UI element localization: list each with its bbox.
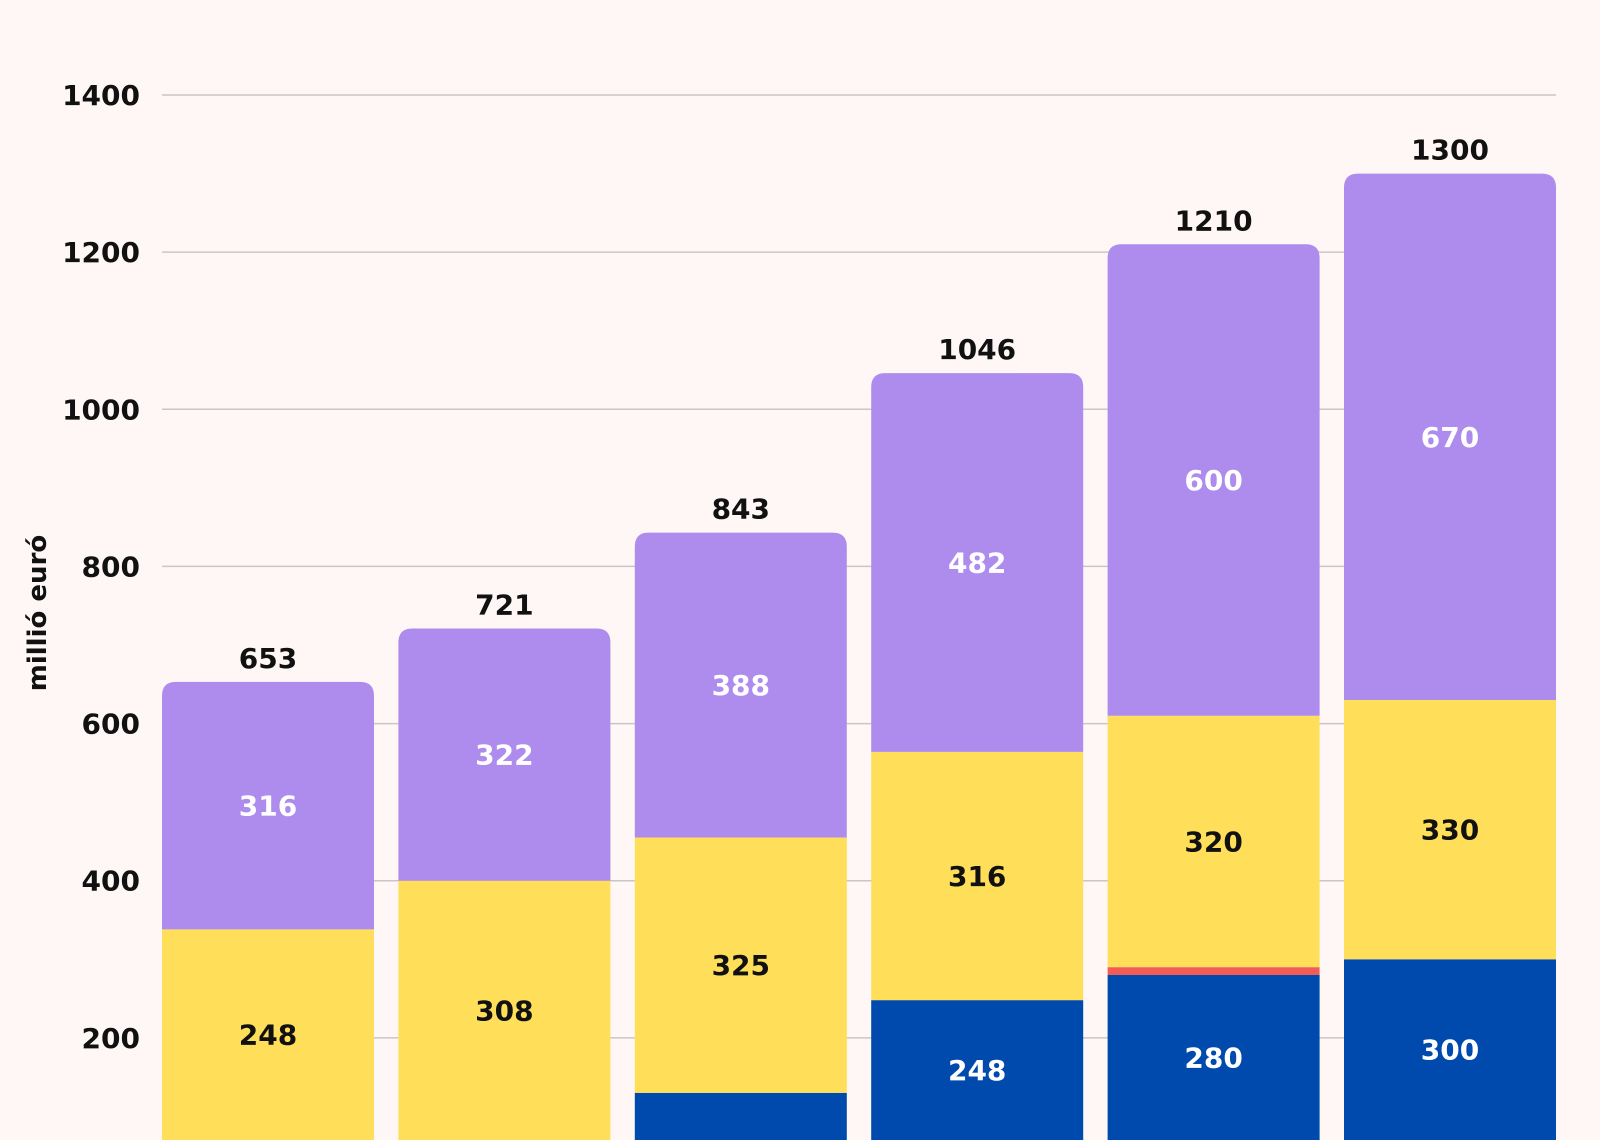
bar-segment [1344,173,1556,701]
y-tick-label: 800 [82,550,140,583]
segment-value-label: 300 [1421,1034,1479,1067]
segment-value-label: 670 [1421,421,1479,454]
segment-value-label: 248 [948,1054,1006,1087]
bar-total-label: 1210 [1175,204,1253,237]
segment-value-label: 482 [948,547,1006,580]
segment-value-label: 325 [712,949,770,982]
bar-segment [1107,715,1320,968]
bar-segment [871,1000,1084,1140]
segment-value-label: 316 [948,860,1006,893]
y-tick-label: 200 [82,1022,140,1055]
y-tick-label: 1400 [62,79,140,112]
bar-total-label: 1300 [1411,134,1489,167]
y-tick-label: 1000 [62,393,140,426]
bar-total-label: 1046 [938,333,1016,366]
gridlines [162,94,1556,1039]
segment-value-label: 600 [1184,464,1242,497]
bar-segment [398,880,611,1140]
bar-segment [398,628,611,881]
bar-segment [871,373,1084,752]
bar-segment [1344,959,1556,1140]
segment-value-label: 330 [1421,814,1479,847]
y-tick-label: 400 [82,865,140,898]
bar-segment [1107,975,1320,1140]
bar-total-label: 843 [712,493,770,526]
segment-value-label: 320 [1184,825,1242,858]
bar-totals: 653 721 843 1046 1210 1300 [239,134,1489,675]
data-labels: 248 316 308 322 325 388 248 316 482 280 320 600 300 3… [239,421,1479,1087]
y-tick-label: 1200 [62,236,140,269]
bar-segment [162,929,374,1140]
y-axis-ticks: 200 400 600 800 1000 1200 1400 [62,79,140,1055]
segment-value-label: 388 [712,669,770,702]
bar-segment [871,751,1084,1001]
segment-value-label: 280 [1184,1042,1242,1075]
bar-total-label: 721 [475,589,533,622]
segment-value-label: 316 [239,790,297,823]
bar-segment [634,532,847,838]
bars [162,173,1556,1140]
bar-total-label: 653 [239,642,297,675]
bar-segment [634,1092,847,1140]
y-axis-label: millió euró [23,535,53,691]
segment-value-label: 248 [239,1019,297,1052]
bar-segment [1107,244,1320,716]
bar-segment [634,837,847,1093]
segment-value-label: 308 [475,994,533,1027]
bar-segment [1107,967,1320,976]
bar-segment [1344,700,1556,960]
bar-segment [162,681,374,930]
segment-value-label: 322 [475,739,533,772]
y-tick-label: 600 [82,708,140,741]
